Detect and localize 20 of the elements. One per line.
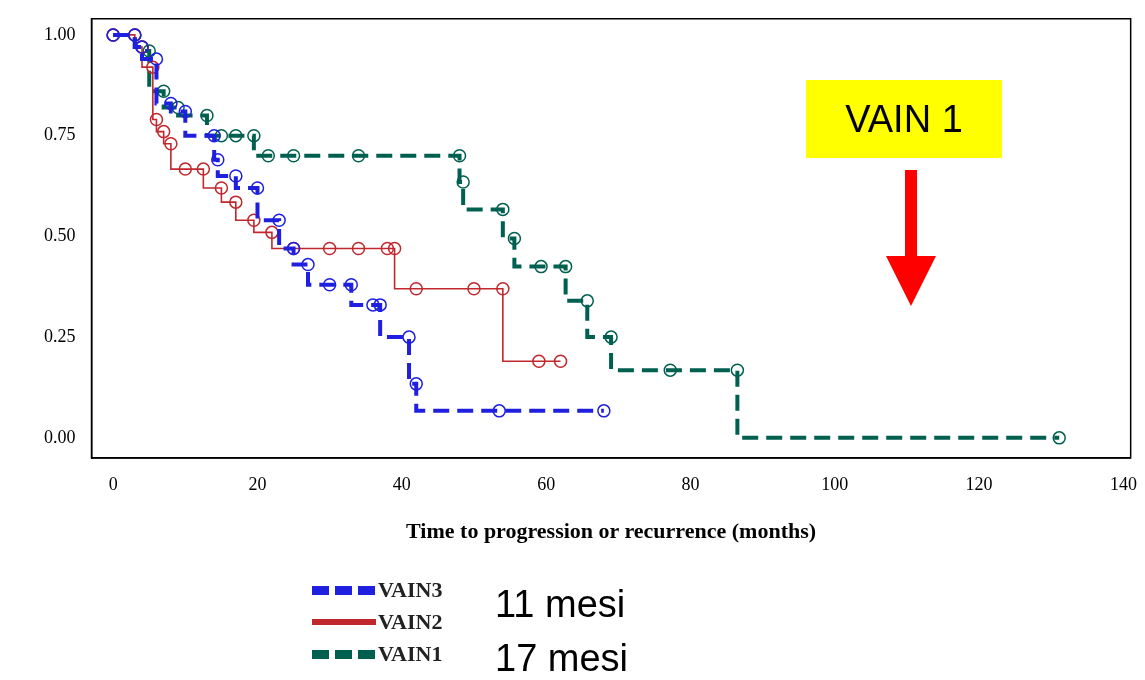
y-tick-label: 0.50 (44, 225, 76, 246)
y-tick-label: 0.00 (44, 426, 76, 447)
x-tick-label: 20 (248, 473, 267, 494)
legend-label: VAIN2 (378, 609, 443, 635)
text: 17 mesi (495, 636, 629, 680)
x-tick-label: 60 (537, 473, 556, 494)
x-tick-label: 80 (681, 473, 700, 494)
y-tick-label: 0.25 (44, 325, 76, 346)
x-tick-label: 40 (392, 473, 411, 494)
x-tick-label: 0 (108, 473, 118, 494)
y-tick-label: 1.00 (44, 23, 76, 44)
legend-label: VAIN1 (378, 641, 443, 667)
y-tick-label: 0.75 (44, 124, 76, 145)
x-tick-label: 120 (965, 473, 993, 494)
x-tick-label: 140 (1109, 473, 1137, 494)
x-axis-title: Time to progression or recurrence (months) (406, 518, 817, 544)
legend-label: VAIN3 (378, 577, 443, 603)
annotation: VAIN 1 (806, 80, 1002, 158)
text: 11 mesi (495, 582, 626, 626)
x-tick-label: 100 (821, 473, 849, 494)
